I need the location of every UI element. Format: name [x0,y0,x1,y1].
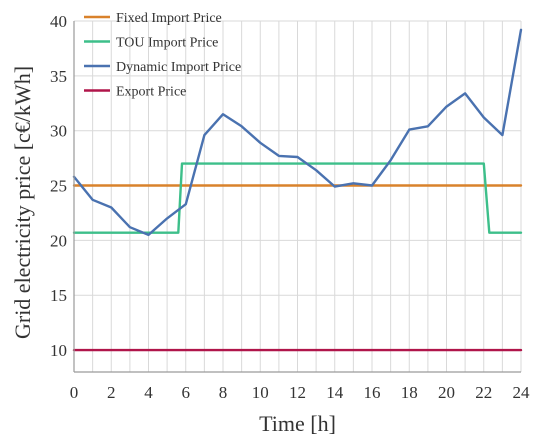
y-tick-label: 40 [50,12,67,31]
series-line-dynamic-import-price [72,28,523,237]
x-axis-label: Time [h] [259,411,336,436]
x-tick-label: 16 [364,383,381,402]
legend-label: Fixed Import Price [116,11,222,26]
legend-label: Dynamic Import Price [116,60,241,75]
x-tick-label: 0 [70,383,79,402]
x-tick-label: 22 [475,383,492,402]
y-tick-label: 20 [50,231,67,250]
legend: Fixed Import Price TOU Import Price Dynami… [84,11,241,100]
y-tick-label: 30 [50,122,67,141]
x-tick-label: 18 [401,383,418,402]
legend-label: Export Price [116,85,186,100]
x-tick-label: 4 [144,383,153,402]
x-tick-label: 6 [182,383,191,402]
y-axis-label: Grid electricity price [c€/kWh] [10,66,35,339]
y-tick-label: 15 [50,286,67,305]
x-tick-label: 12 [289,383,306,402]
y-tick-label: 25 [50,177,67,196]
x-tick-label: 20 [438,383,455,402]
axes [73,21,521,373]
legend-label: TOU Import Price [116,36,218,51]
x-tick-label: 14 [326,383,344,402]
y-tick-label: 10 [50,341,67,360]
series-lines [72,28,523,352]
series-line-tou-import-price [72,162,523,234]
x-tick-label: 24 [513,383,531,402]
x-tick-label: 8 [219,383,228,402]
x-tick-label: 10 [252,383,269,402]
x-tick-label: 2 [107,383,116,402]
y-tick-label: 35 [50,67,67,86]
